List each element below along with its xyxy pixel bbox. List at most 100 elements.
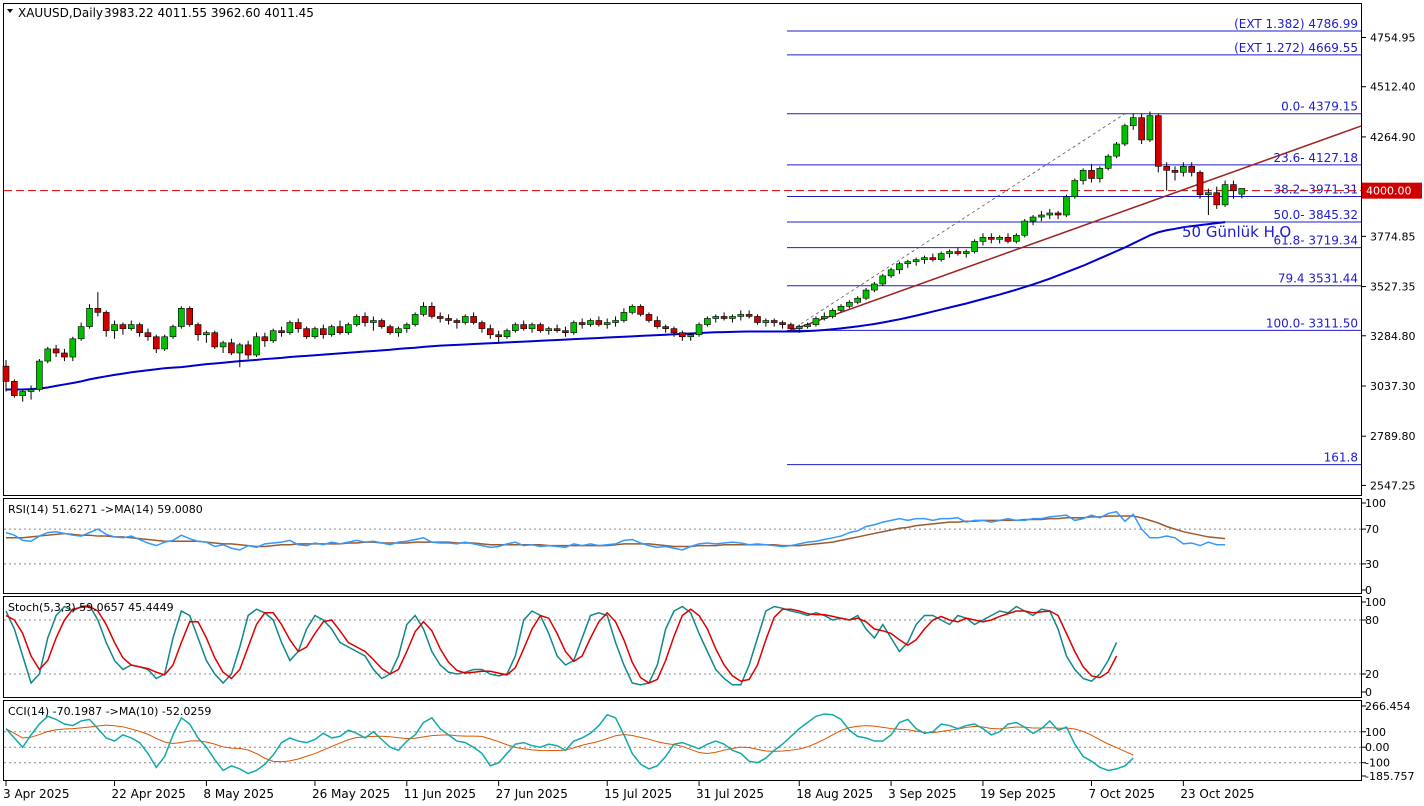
candle — [1096, 166, 1104, 183]
candle — [228, 338, 235, 356]
candle — [311, 326, 319, 339]
candle — [962, 249, 970, 258]
candle — [587, 318, 594, 327]
candle — [896, 261, 903, 274]
candle — [779, 320, 786, 329]
bullish-candle-body — [887, 269, 895, 277]
time-tick-label: 8 May 2025 — [203, 787, 274, 801]
bearish-candle-body — [679, 332, 686, 338]
candle — [186, 306, 193, 327]
candle — [804, 322, 811, 329]
bullish-candle-body — [353, 316, 361, 325]
candle — [445, 314, 452, 325]
candle — [61, 348, 68, 362]
bullish-candle-body — [27, 389, 35, 392]
uptrend-line — [790, 125, 1362, 332]
candle — [294, 318, 302, 333]
candle — [1013, 233, 1020, 244]
bearish-candle-body — [537, 324, 544, 331]
candle — [461, 314, 469, 325]
candle — [1213, 186, 1221, 209]
candle — [929, 253, 937, 262]
current-price-label: 4000.00 — [1366, 185, 1412, 198]
price-tick-label: 4264.90 — [1370, 131, 1416, 144]
price-tick-label: 3774.85 — [1370, 230, 1416, 243]
bullish-candle-body — [36, 360, 43, 390]
bullish-candle-body — [44, 348, 52, 362]
price-axis: 4754.954512.404264.904017.403774.853527.… — [1361, 31, 1422, 492]
bullish-candle-body — [628, 306, 636, 313]
candle — [1054, 210, 1062, 220]
bearish-candle-body — [386, 326, 394, 333]
bearish-candle-body — [261, 336, 269, 342]
candle — [19, 389, 27, 402]
time-tick-label: 27 Jun 2025 — [496, 787, 568, 801]
bullish-candle-body — [545, 328, 553, 331]
bullish-candle-body — [1121, 125, 1129, 145]
indicator-tick-label: 30 — [1365, 558, 1379, 571]
indicator-tick-label: -100 — [1365, 757, 1390, 770]
candle — [1129, 113, 1137, 130]
bullish-candle-body — [912, 259, 920, 262]
candle — [328, 324, 335, 337]
candle — [1205, 188, 1212, 216]
candle — [645, 312, 653, 323]
candle — [361, 312, 369, 327]
candle — [319, 324, 327, 339]
candle — [987, 233, 995, 244]
bearish-candle-body — [428, 306, 436, 317]
candle — [211, 330, 219, 349]
bearish-candle-body — [436, 316, 444, 319]
bullish-candle-body — [19, 391, 27, 396]
time-axis: 3 Apr 2025 22 Apr 2025 8 May 2025 26 May 20… — [3, 781, 1255, 801]
stoch-d-line — [5, 605, 1118, 684]
bullish-candle-body — [86, 308, 93, 327]
candle — [119, 322, 127, 335]
candle — [1021, 219, 1029, 238]
bullish-candle-body — [178, 308, 185, 327]
bearish-candle-body — [278, 330, 285, 333]
bearish-candle-body — [336, 326, 344, 333]
candle — [937, 251, 945, 262]
candle — [628, 304, 636, 315]
candle — [603, 318, 611, 329]
symbol-dropdown-icon[interactable] — [7, 9, 13, 13]
bullish-candle-body — [269, 330, 277, 342]
bearish-candle-body — [720, 316, 728, 319]
bearish-candle-body — [1155, 115, 1162, 167]
bearish-candle-body — [495, 334, 502, 338]
candle — [27, 385, 35, 400]
bullish-candle-body — [829, 310, 836, 317]
candle — [620, 308, 628, 323]
candle — [879, 273, 887, 287]
rsi-ma-line — [6, 515, 1226, 548]
bullish-candle-body — [1104, 155, 1112, 169]
bullish-candle-body — [69, 338, 77, 358]
bullish-candle-body — [979, 237, 987, 242]
bullish-candle-body — [236, 344, 244, 354]
bearish-candle-body — [562, 330, 569, 333]
candle — [2, 360, 10, 392]
fib-label: 100.0- 3311.50 — [1266, 316, 1358, 330]
candle — [69, 336, 77, 362]
bullish-candle-body — [1063, 196, 1070, 216]
candle — [887, 267, 895, 278]
candle — [1038, 210, 1045, 222]
candle — [662, 324, 669, 333]
fib-label: (EXT 1.382) 4786.99 — [1234, 17, 1358, 31]
bullish-candle-body — [1129, 117, 1137, 127]
bullish-candle-body — [1046, 212, 1054, 216]
candle — [971, 239, 978, 254]
moving-average-50 — [6, 221, 1226, 391]
cci-line — [5, 713, 1134, 775]
candle — [1063, 194, 1070, 218]
candle — [411, 312, 419, 327]
rsi-panel-frame — [3, 498, 1362, 594]
candle — [795, 324, 803, 333]
bearish-candle-body — [754, 316, 761, 323]
cci-label: CCI(14) -70.1987 ->MA(10) -52.0259 — [8, 705, 211, 718]
candle — [578, 318, 586, 329]
candle — [1188, 162, 1195, 177]
bearish-candle-body — [645, 314, 653, 321]
